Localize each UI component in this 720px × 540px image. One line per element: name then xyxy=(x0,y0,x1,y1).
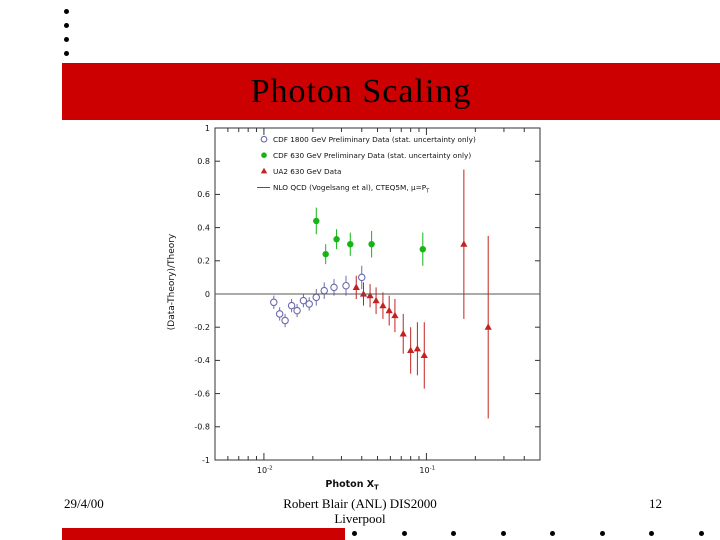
svg-text:CDF 1800 GeV Preliminary Data: CDF 1800 GeV Preliminary Data (stat. unc… xyxy=(273,135,476,144)
bottom-red-bar xyxy=(62,528,345,540)
svg-text:0.6: 0.6 xyxy=(197,190,210,199)
svg-text:10-1: 10-1 xyxy=(419,466,435,476)
svg-text:-0.2: -0.2 xyxy=(194,323,210,332)
svg-text:1: 1 xyxy=(205,124,210,133)
bullet-dot xyxy=(500,531,506,536)
top-bullet-dots xyxy=(64,9,69,56)
title-banner: Photon Scaling xyxy=(62,63,720,120)
footer-author-line2: Liverpool xyxy=(334,511,386,526)
slide-title: Photon Scaling xyxy=(250,72,472,110)
bullet-dot xyxy=(64,37,69,42)
bottom-bullet-dots xyxy=(352,531,704,536)
x-axis-label: Photon XT xyxy=(325,479,379,492)
svg-text:-0.8: -0.8 xyxy=(194,423,210,432)
bullet-dot xyxy=(698,531,704,536)
footer-author: Robert Blair (ANL) DIS2000 Liverpool xyxy=(0,496,720,526)
svg-text:-0.4: -0.4 xyxy=(194,356,210,365)
svg-text:0.4: 0.4 xyxy=(197,223,210,232)
y-axis-label: (Data-Theory)/Theory xyxy=(167,233,177,330)
footer-date: 29/4/00 xyxy=(64,496,104,511)
physics-plot: 1 0.8 0.6 0.4 0.2 0 -0.2 -0.4 -0.6 -0.8 -1 10-2 10-1… xyxy=(160,122,550,494)
bullet-dot xyxy=(64,23,69,28)
photon-scaling-scatter-chart: 1 0.8 0.6 0.4 0.2 0 -0.2 -0.4 -0.6 -0.8 -1 10-2 10-1… xyxy=(167,124,541,492)
svg-text:CDF 630 GeV Preliminary Data (: CDF 630 GeV Preliminary Data (stat. unce… xyxy=(273,151,471,160)
svg-text:NLO QCD (Vogelsang et al), CTE: NLO QCD (Vogelsang et al), CTEQ5M, μ=PT xyxy=(273,183,430,195)
footer-author-line1: Robert Blair (ANL) DIS2000 xyxy=(283,496,437,511)
bullet-dot xyxy=(64,9,69,14)
series-1 xyxy=(313,207,426,266)
svg-text:-0.6: -0.6 xyxy=(194,389,210,398)
bullet-dot xyxy=(451,531,457,536)
svg-text:-1: -1 xyxy=(202,456,210,465)
svg-text:0.2: 0.2 xyxy=(197,257,210,266)
svg-text:0.8: 0.8 xyxy=(197,157,210,166)
bullet-dot xyxy=(599,531,605,536)
bullet-dot xyxy=(64,51,69,56)
svg-text:UA2 630 GeV Data: UA2 630 GeV Data xyxy=(273,167,341,176)
svg-text:10-2: 10-2 xyxy=(257,466,273,476)
bullet-dot xyxy=(649,531,655,536)
bullet-dot xyxy=(550,531,556,536)
series-0 xyxy=(270,265,366,328)
bullet-dot xyxy=(352,531,357,536)
footer-page-number: 12 xyxy=(649,496,662,511)
svg-text:0: 0 xyxy=(205,290,210,299)
bullet-dot xyxy=(401,531,407,536)
